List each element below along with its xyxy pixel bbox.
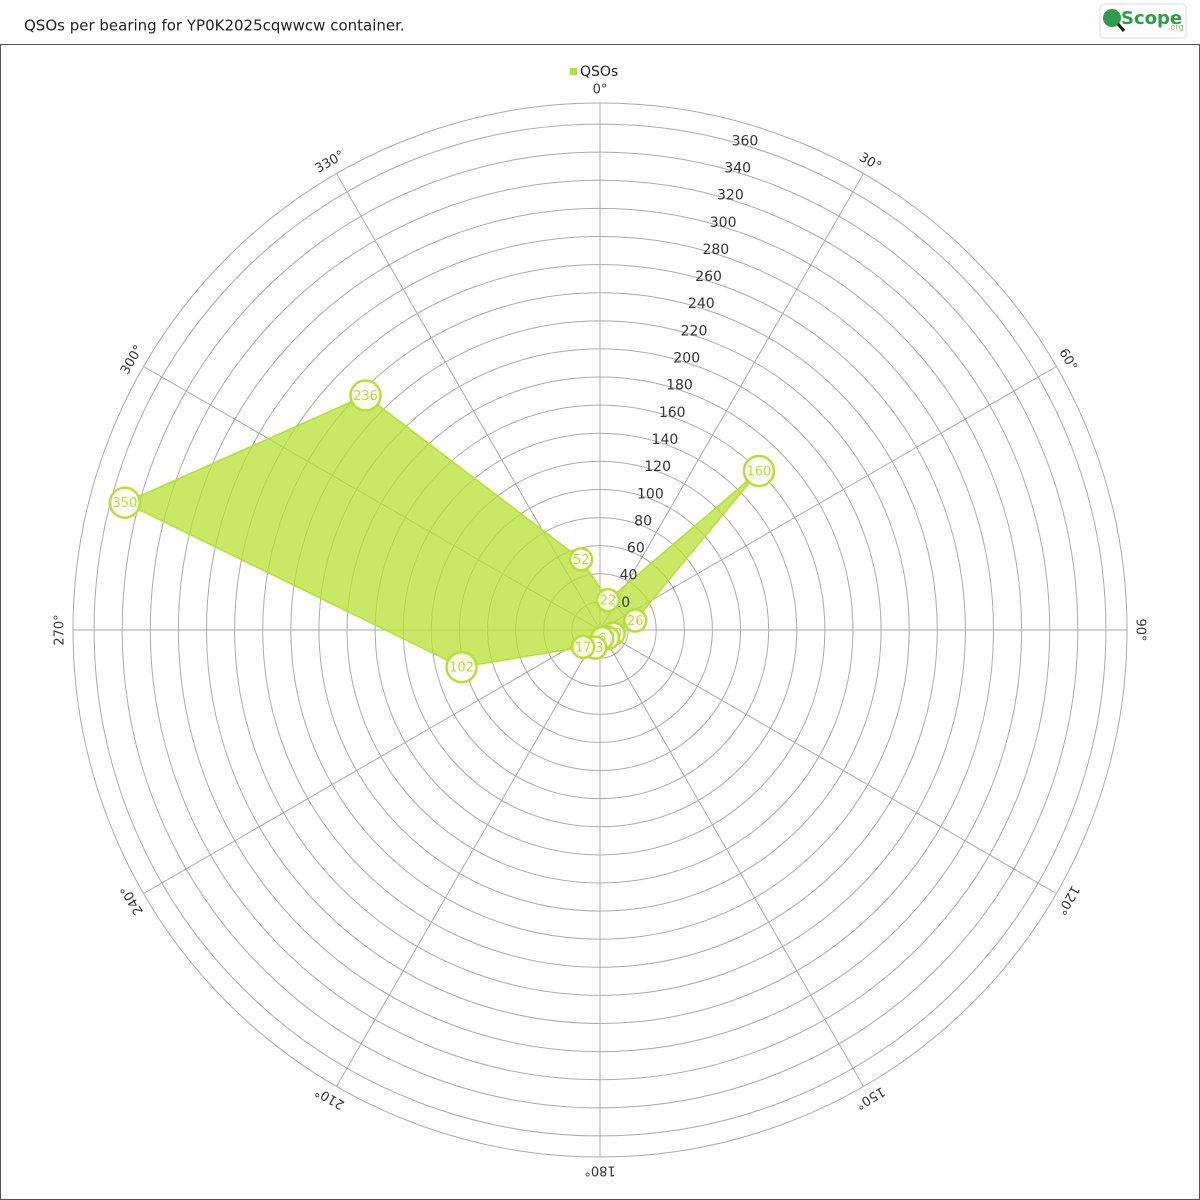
legend-label[interactable]: QSOs — [580, 64, 618, 80]
logo-domain: .org — [1168, 23, 1184, 32]
spoke — [143, 629, 601, 894]
value-label: 17 — [575, 640, 592, 655]
radial-tick-label: 100 — [637, 486, 664, 502]
point-marker — [445, 650, 478, 684]
angle-tick-label: 210° — [313, 1083, 348, 1112]
value-label: 160 — [747, 465, 772, 480]
point-marker — [623, 608, 648, 633]
logo-icon — [1103, 9, 1121, 27]
radial-tick-label: 160 — [659, 405, 686, 421]
point-marker — [595, 587, 621, 613]
angle-tick-label: 120° — [1053, 883, 1082, 918]
radial-tick-label: 300 — [710, 215, 737, 231]
logo-handle — [1116, 23, 1126, 32]
radial-tick-label: 140 — [652, 432, 679, 448]
angle-tick-label: 300° — [118, 343, 147, 378]
angle-tick-label: 90° — [1133, 618, 1148, 641]
value-label: 26 — [627, 614, 644, 629]
angle-tick-label: 0° — [593, 83, 608, 98]
value-label: 350 — [112, 496, 137, 511]
spoke — [599, 173, 864, 631]
point-marker — [349, 379, 382, 412]
radial-tick-label: 80 — [634, 513, 652, 529]
angle-tick-label: 270° — [53, 614, 68, 645]
spoke — [599, 629, 1057, 894]
radial-tick-label: 240 — [688, 296, 715, 312]
angle-tick-label: 330° — [313, 148, 348, 177]
radial-tick-label: 200 — [673, 351, 700, 367]
radial-tick-label: 340 — [724, 160, 751, 176]
radial-tick-label: 180 — [666, 378, 693, 394]
value-label: 236 — [353, 389, 378, 404]
value-label: 102 — [449, 661, 474, 676]
logo: Scope .org — [1099, 3, 1187, 39]
point-marker — [568, 547, 594, 572]
logo-text: Scope — [1121, 8, 1182, 29]
radial-tick-label: 120 — [644, 459, 671, 475]
angle-tick-label: 240° — [118, 883, 147, 918]
chart-title: QSOs per bearing for YP0K2025cqwwcw cont… — [24, 17, 405, 35]
spoke — [599, 629, 864, 1087]
radial-tick-label: 260 — [695, 269, 722, 285]
legend-swatch — [570, 68, 577, 75]
point-marker — [570, 634, 596, 660]
spoke — [599, 366, 1057, 631]
spoke — [336, 629, 601, 1087]
point-marker — [742, 454, 776, 488]
radial-tick-label: 40 — [620, 568, 638, 584]
radial-tick-label: 360 — [732, 133, 759, 149]
angle-tick-label: 30° — [856, 150, 883, 175]
radial-tick-label: 280 — [702, 242, 729, 258]
angle-tick-label: 180° — [584, 1163, 615, 1178]
point-marker — [108, 486, 142, 519]
radial-tick-label: 60 — [627, 541, 645, 557]
value-label: 52 — [573, 553, 590, 568]
angle-tick-label: 60° — [1055, 346, 1080, 373]
angle-tick-label: 150° — [853, 1083, 888, 1112]
radial-tick-label: 320 — [717, 188, 744, 204]
value-label: 22 — [600, 594, 617, 609]
radial-tick-label: 220 — [681, 323, 708, 339]
